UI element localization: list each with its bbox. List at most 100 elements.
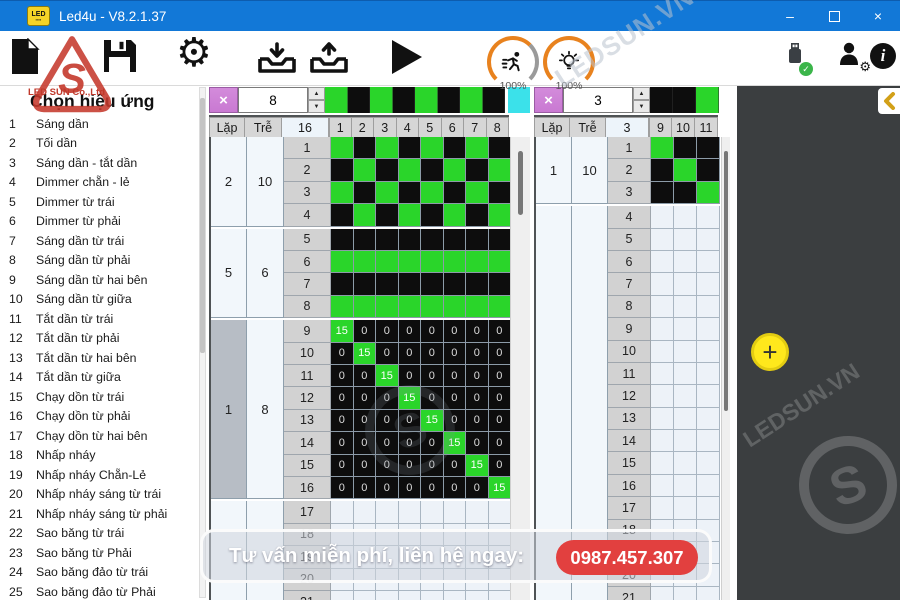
led-cell[interactable]: 0 [421, 364, 444, 388]
led-cell[interactable]: 0 [398, 342, 421, 365]
effect-item[interactable]: 21 Nhấp nháy sáng từ phải [0, 504, 196, 524]
led-cell[interactable] [674, 362, 697, 386]
row-number-cell[interactable]: 10 [608, 340, 651, 363]
channel-color-cell[interactable] [325, 87, 348, 113]
led-cell[interactable]: 0 [443, 387, 466, 410]
channel-color-cell[interactable] [370, 87, 393, 113]
led-cell[interactable] [651, 385, 674, 408]
led-cell[interactable] [376, 295, 399, 319]
led-cell[interactable] [697, 452, 720, 475]
led-cell[interactable]: 15 [421, 409, 444, 433]
led-cell[interactable] [674, 273, 697, 296]
info-button[interactable]: i [870, 43, 896, 69]
led-cell[interactable] [674, 407, 697, 431]
led-cell[interactable] [421, 501, 444, 524]
channel-count-input[interactable] [238, 87, 308, 113]
led-cell[interactable] [697, 407, 720, 431]
effect-item[interactable]: 11 Tắt dần từ trái [0, 309, 196, 329]
led-cell[interactable]: 0 [488, 454, 511, 477]
row-number-cell[interactable]: 6 [284, 250, 331, 274]
settings-button[interactable]: ⚙ [176, 33, 212, 73]
add-effect-button[interactable]: + [751, 333, 789, 371]
led-cell[interactable] [443, 204, 466, 227]
led-cell[interactable] [466, 137, 489, 160]
led-cell[interactable]: 0 [376, 320, 399, 343]
led-cell[interactable]: 0 [331, 476, 354, 500]
led-cell[interactable]: 0 [376, 387, 399, 410]
channel-color-cell[interactable] [696, 87, 719, 113]
effect-item[interactable]: 2 Tối dần [0, 134, 196, 154]
led-cell[interactable] [331, 137, 354, 160]
led-cell[interactable]: 0 [353, 320, 376, 343]
led-cell[interactable] [697, 273, 720, 296]
led-cell[interactable] [488, 590, 511, 600]
led-cell[interactable] [488, 159, 511, 182]
led-cell[interactable] [466, 228, 489, 251]
led-cell[interactable]: 0 [376, 342, 399, 365]
led-cell[interactable] [488, 204, 511, 227]
row-number-cell[interactable]: 3 [284, 181, 331, 205]
brightness-gauge[interactable]: 100% [543, 36, 595, 92]
led-cell[interactable]: 0 [443, 320, 466, 343]
channel-color-cell[interactable] [673, 87, 696, 113]
led-cell[interactable]: 15 [353, 342, 376, 365]
led-cell[interactable] [331, 228, 354, 251]
led-cell[interactable]: 15 [488, 476, 511, 500]
row-number-cell[interactable]: 14 [608, 430, 651, 453]
led-cell[interactable] [697, 385, 720, 408]
grid-scrollbar-thumb[interactable] [518, 151, 523, 215]
led-cell[interactable] [331, 501, 354, 524]
led-cell[interactable]: 0 [466, 387, 489, 410]
led-cell[interactable] [488, 181, 511, 205]
led-cell[interactable] [353, 181, 376, 205]
row-number-cell[interactable]: 15 [608, 452, 651, 475]
led-cell[interactable]: 15 [398, 387, 421, 410]
row-number-cell[interactable]: 17 [608, 497, 651, 520]
led-cell[interactable] [376, 590, 399, 600]
led-cell[interactable] [421, 228, 444, 251]
led-cell[interactable] [697, 586, 720, 600]
led-cell[interactable] [651, 181, 674, 205]
loop-count-cell[interactable]: 5 [211, 228, 247, 319]
led-cell[interactable] [488, 250, 511, 274]
led-cell[interactable] [376, 181, 399, 205]
effect-item[interactable]: 1 Sáng dần [0, 114, 196, 134]
effect-item[interactable]: 14 Tắt dần từ giữa [0, 368, 196, 388]
led-cell[interactable]: 0 [488, 432, 511, 455]
play-button[interactable] [392, 40, 422, 74]
effect-item[interactable]: 23 Sao băng từ Phải [0, 543, 196, 563]
led-cell[interactable] [421, 295, 444, 319]
led-cell[interactable] [697, 159, 720, 182]
effect-item[interactable]: 7 Sáng dần từ trái [0, 231, 196, 251]
led-cell[interactable] [398, 250, 421, 274]
led-cell[interactable]: 0 [421, 476, 444, 500]
led-cell[interactable]: 15 [466, 454, 489, 477]
usb-status-button[interactable]: ✓ [782, 40, 813, 76]
effect-item[interactable]: 20 Nhấp nháy sáng từ trái [0, 485, 196, 505]
led-cell[interactable] [331, 181, 354, 205]
grid-scrollbar[interactable] [721, 137, 730, 600]
led-cell[interactable] [466, 295, 489, 319]
led-cell[interactable]: 0 [466, 476, 489, 500]
led-cell[interactable] [697, 206, 720, 229]
led-cell[interactable] [697, 497, 720, 520]
led-cell[interactable] [674, 206, 697, 229]
row-number-cell[interactable]: 2 [608, 159, 651, 182]
led-cell[interactable]: 15 [443, 432, 466, 455]
led-cell[interactable] [697, 340, 720, 363]
row-number-cell[interactable]: 15 [284, 454, 331, 477]
led-cell[interactable] [398, 501, 421, 524]
effect-item[interactable]: 12 Tắt dần từ phải [0, 329, 196, 349]
row-number-cell[interactable]: 17 [284, 501, 331, 524]
row-number-cell[interactable]: 8 [608, 295, 651, 319]
led-cell[interactable] [443, 181, 466, 205]
led-cell[interactable] [674, 586, 697, 600]
led-cell[interactable]: 0 [488, 387, 511, 410]
led-cell[interactable] [651, 586, 674, 600]
row-number-cell[interactable]: 4 [608, 206, 651, 229]
channel-color-cell[interactable] [347, 87, 370, 113]
effect-item[interactable]: 13 Tắt dần từ hai bên [0, 348, 196, 368]
led-cell[interactable] [674, 452, 697, 475]
led-cell[interactable] [488, 501, 511, 524]
led-cell[interactable] [674, 250, 697, 274]
